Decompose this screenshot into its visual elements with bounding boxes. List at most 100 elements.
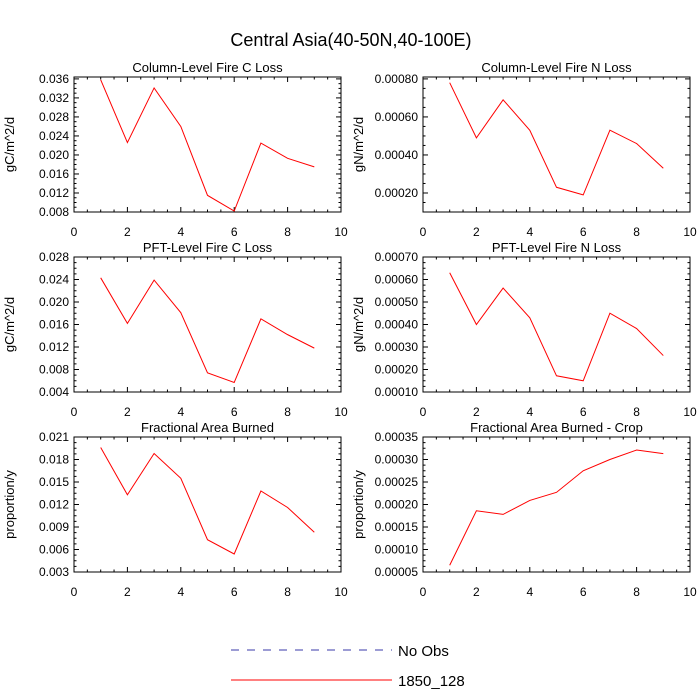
y-tick-label: 0.00020: [375, 186, 419, 200]
plot-frame: [73, 436, 342, 573]
x-tick-label: 6: [580, 405, 587, 419]
y-tick-label: 0.00025: [375, 475, 419, 489]
panel-3: PFT-Level Fire N Loss gN/m^2/d 0 2 4 6 8 10 0.00…: [351, 240, 697, 419]
y-tick-label: 0.024: [39, 273, 69, 287]
plot-frame: [422, 256, 691, 393]
y-tick-label: 0.00015: [375, 520, 419, 534]
series-line: [449, 272, 664, 382]
panel-title: Column-Level Fire C Loss: [132, 60, 283, 75]
panel-4: Fractional Area Burned proportion/y 0 2 4 6 8 1…: [2, 420, 348, 599]
x-tick-label: 0: [71, 225, 78, 239]
x-tick-label: 6: [231, 405, 238, 419]
series-line: [449, 82, 664, 196]
y-tick-label: 0.00020: [375, 363, 419, 377]
y-tick-label: 0.00070: [375, 250, 419, 264]
panel-title: PFT-Level Fire N Loss: [492, 240, 622, 255]
y-tick-label: 0.00010: [375, 385, 419, 399]
plot-frame: [73, 76, 342, 213]
y-axis-label: gN/m^2/d: [351, 117, 366, 172]
x-tick-label: 6: [231, 585, 238, 599]
y-tick-label: 0.016: [39, 167, 69, 181]
y-tick-label: 0.00050: [375, 295, 419, 309]
legend-label-1850-128: 1850_128: [398, 673, 465, 690]
x-tick-label: 4: [177, 225, 184, 239]
y-axis-label: proportion/y: [2, 470, 17, 539]
y-tick-label: 0.00010: [375, 543, 419, 557]
y-tick-label: 0.018: [39, 453, 69, 467]
y-tick-label: 0.012: [39, 186, 69, 200]
y-axis-label: gC/m^2/d: [2, 297, 17, 352]
x-tick-label: 2: [473, 225, 480, 239]
y-tick-label: 0.016: [39, 318, 69, 332]
panel-5: Fractional Area Burned - Crop proportion/…: [351, 420, 697, 599]
x-tick-label: 10: [334, 405, 348, 419]
x-tick-label: 8: [284, 405, 291, 419]
x-tick-label: 8: [633, 225, 640, 239]
y-tick-label: 0.00080: [375, 72, 419, 86]
y-axis-label: proportion/y: [351, 470, 366, 539]
series-line: [449, 449, 664, 566]
y-tick-label: 0.020: [39, 148, 69, 162]
y-tick-label: 0.00020: [375, 498, 419, 512]
y-tick-label: 0.024: [39, 129, 69, 143]
y-tick-label: 0.00060: [375, 273, 419, 287]
x-tick-label: 0: [420, 405, 427, 419]
y-tick-label: 0.009: [39, 520, 69, 534]
y-axis-label: gC/m^2/d: [2, 117, 17, 172]
x-tick-label: 4: [526, 585, 533, 599]
x-tick-label: 6: [231, 225, 238, 239]
x-tick-label: 2: [473, 405, 480, 419]
y-tick-label: 0.00040: [375, 318, 419, 332]
x-tick-label: 0: [71, 585, 78, 599]
y-tick-label: 0.008: [39, 363, 69, 377]
y-tick-label: 0.00005: [375, 565, 419, 579]
main-title: Central Asia(40-50N,40-100E): [230, 30, 471, 50]
x-tick-label: 2: [124, 405, 131, 419]
y-tick-label: 0.00035: [375, 430, 419, 444]
y-axis-label: gN/m^2/d: [351, 297, 366, 352]
y-tick-label: 0.00030: [375, 340, 419, 354]
plot-frame: [422, 76, 691, 213]
x-tick-label: 8: [633, 405, 640, 419]
y-tick-label: 0.00030: [375, 453, 419, 467]
x-tick-label: 10: [683, 405, 697, 419]
x-tick-label: 10: [683, 225, 697, 239]
x-tick-label: 2: [124, 225, 131, 239]
x-tick-label: 10: [334, 585, 348, 599]
y-tick-label: 0.012: [39, 340, 69, 354]
x-tick-label: 10: [683, 585, 697, 599]
plot-frame: [422, 436, 691, 573]
series-line: [100, 277, 315, 384]
x-tick-label: 8: [633, 585, 640, 599]
legend: No Obs 1850_128: [231, 643, 465, 690]
x-tick-label: 0: [420, 225, 427, 239]
y-tick-label: 0.028: [39, 110, 69, 124]
legend-label-no-obs: No Obs: [398, 643, 449, 660]
series-line: [100, 447, 315, 555]
y-tick-label: 0.012: [39, 498, 69, 512]
x-tick-label: 4: [526, 405, 533, 419]
y-tick-label: 0.006: [39, 543, 69, 557]
x-tick-label: 8: [284, 585, 291, 599]
x-tick-label: 4: [177, 585, 184, 599]
y-tick-label: 0.020: [39, 295, 69, 309]
x-tick-label: 6: [580, 585, 587, 599]
x-tick-label: 4: [526, 225, 533, 239]
x-tick-label: 2: [124, 585, 131, 599]
x-tick-label: 0: [71, 405, 78, 419]
y-tick-label: 0.00060: [375, 110, 419, 124]
x-tick-label: 10: [334, 225, 348, 239]
y-tick-label: 0.00040: [375, 148, 419, 162]
x-tick-label: 6: [580, 225, 587, 239]
y-tick-label: 0.021: [39, 430, 69, 444]
y-tick-label: 0.003: [39, 565, 69, 579]
y-tick-label: 0.008: [39, 205, 69, 219]
y-tick-label: 0.032: [39, 91, 69, 105]
panel-1: Column-Level Fire N Loss gN/m^2/d 0 2 4 6 8 10 0…: [351, 60, 697, 239]
x-tick-label: 0: [420, 585, 427, 599]
panel-0: Column-Level Fire C Loss gC/m^2/d 0 2 4 6 8 10 0…: [2, 60, 348, 239]
panels: Column-Level Fire C Loss gC/m^2/d 0 2 4 6 8 10 0…: [2, 60, 697, 599]
panel-2: PFT-Level Fire C Loss gC/m^2/d 0 2 4 6 8 10 0.00…: [2, 240, 348, 419]
x-tick-label: 4: [177, 405, 184, 419]
